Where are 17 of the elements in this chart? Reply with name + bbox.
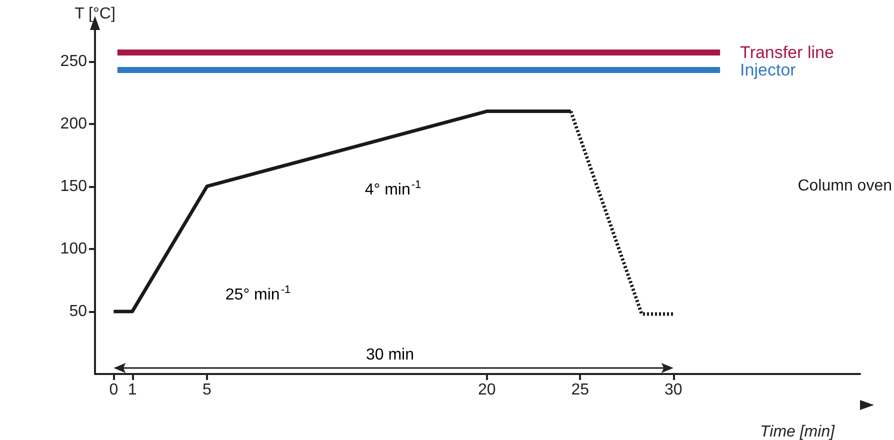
y-tick-label: 250 — [60, 52, 88, 70]
x-tick-label: 30 — [664, 382, 682, 398]
y-tick-label: 200 — [60, 115, 88, 132]
x-axis-title: Time [min] — [760, 424, 836, 440]
annotation: 30 min — [366, 346, 414, 364]
x-tick-label: 20 — [478, 382, 496, 398]
y-axis-title: T [°C] — [74, 6, 116, 22]
x-tick-label: 5 — [202, 382, 212, 398]
y-tick-label: 50 — [69, 302, 88, 320]
x-tick-label: 1 — [128, 382, 137, 398]
y-tick-label: 150 — [60, 178, 88, 195]
text: Column oven — [798, 178, 892, 194]
series-label: Injector — [740, 60, 796, 80]
y-tick-label: 100 — [60, 240, 88, 258]
x-tick-label: 25 — [571, 382, 590, 398]
series-label: Transfer line — [740, 43, 834, 62]
x-tick-label: 0 — [109, 382, 118, 398]
